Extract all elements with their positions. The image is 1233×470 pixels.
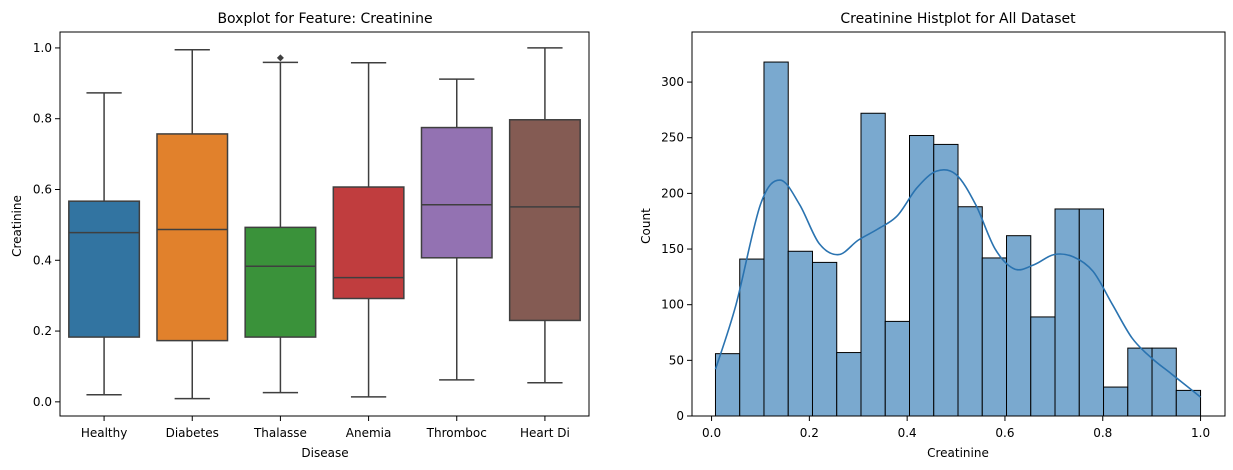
y-tick-label: 0.2 (33, 324, 52, 338)
histogram-bar (981, 257, 1008, 417)
histogram-bar (811, 261, 838, 417)
y-tick-label: 200 (661, 186, 684, 200)
histogram-bar (1127, 347, 1153, 417)
boxplot-frame (59, 31, 590, 417)
box-body (420, 126, 493, 259)
histogram-bar (860, 112, 886, 417)
histogram-bar (739, 258, 765, 417)
box-heart-di (508, 47, 581, 384)
boxplot-x-label: Disease (301, 446, 348, 460)
x-tick-label: 1.0 (1191, 426, 1210, 440)
y-tick-label: 0 (676, 409, 684, 423)
x-tick-label: Diabetes (166, 426, 219, 440)
y-tick-label: 0.4 (33, 253, 52, 267)
box-diabetes (156, 48, 229, 400)
box-thalasse (244, 54, 317, 394)
histogram-bar (1078, 208, 1105, 417)
histogram-bar (909, 135, 935, 417)
y-tick-label: 250 (661, 131, 684, 145)
x-tick-label: Healthy (81, 426, 128, 440)
histogram-bar (957, 206, 983, 417)
histogram-bar (933, 143, 959, 417)
histogram-bar (714, 353, 741, 417)
y-tick-label: 1.0 (33, 41, 52, 55)
box-thromboc (420, 78, 493, 381)
y-tick-label: 150 (661, 242, 684, 256)
y-tick-label: 300 (661, 75, 684, 89)
histogram-bar (1151, 347, 1177, 417)
boxplot-title: Boxplot for Feature: Creatinine (217, 11, 432, 27)
x-tick-label: 0.8 (1093, 426, 1112, 440)
y-tick-label: 0.6 (33, 182, 52, 196)
histogram-chart: Creatinine Histplot for All Dataset Coun… (639, 11, 1226, 460)
y-tick-label: 50 (669, 353, 684, 367)
histogram-bar (763, 61, 789, 417)
box-body (244, 226, 317, 338)
histogram-title: Creatinine Histplot for All Dataset (840, 11, 1076, 27)
x-tick-label: Thalasse (253, 426, 307, 440)
box-body (156, 133, 229, 342)
y-tick-label: 100 (661, 298, 684, 312)
histogram-bar (1030, 316, 1056, 417)
boxplot-chart: Boxplot for Feature: Creatinine Creatini… (10, 11, 590, 460)
x-tick-label: 0.0 (702, 426, 721, 440)
x-tick-label: Anemia (346, 426, 392, 440)
box-body (332, 186, 405, 300)
x-tick-label: 0.2 (800, 426, 819, 440)
x-tick-label: 0.6 (995, 426, 1014, 440)
histogram-bar (1103, 386, 1129, 417)
box-anemia (332, 62, 405, 398)
x-tick-label: Heart Di (520, 426, 570, 440)
histogram-bar (787, 250, 813, 417)
y-tick-label: 0.8 (33, 112, 52, 126)
histogram-bar (836, 352, 862, 417)
x-tick-label: 0.4 (898, 426, 917, 440)
x-tick-label: Thromboc (426, 426, 487, 440)
histogram-bar (884, 320, 911, 417)
box-healthy (68, 92, 141, 396)
box-body (68, 200, 141, 338)
y-tick-label: 0.0 (33, 395, 52, 409)
histogram-x-label: Creatinine (927, 446, 989, 460)
outlier-marker (276, 54, 284, 62)
box-body (508, 119, 581, 322)
histogram-bar (1054, 208, 1080, 417)
histogram-y-label: Count (639, 208, 653, 244)
boxplot-y-label: Creatinine (10, 195, 24, 257)
kde-curve (714, 168, 1202, 398)
histogram-frame (691, 31, 1226, 417)
histogram-bar (1006, 235, 1032, 417)
